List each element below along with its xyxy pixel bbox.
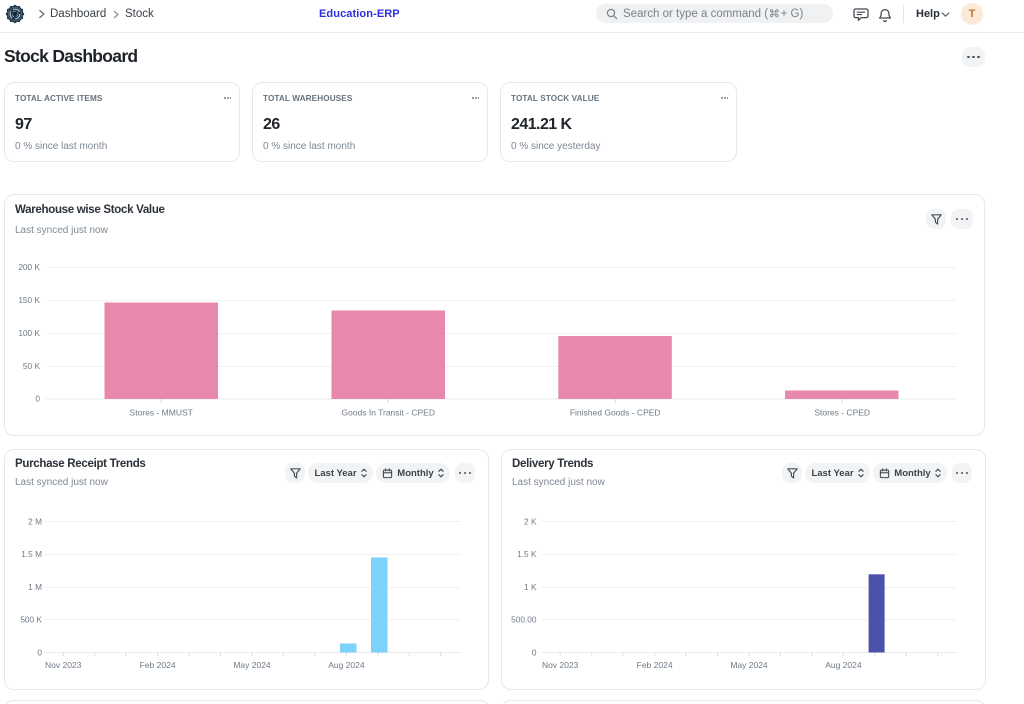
svg-text:Aug 2024: Aug 2024 [328, 660, 365, 670]
svg-text:100 K: 100 K [18, 328, 40, 338]
svg-text:Nov 2023: Nov 2023 [45, 660, 82, 670]
svg-text:1.5 K: 1.5 K [517, 549, 537, 559]
svg-text:200 K: 200 K [18, 262, 40, 272]
svg-text:Goods In Transit - CPED: Goods In Transit - CPED [341, 408, 435, 418]
svg-text:May 2024: May 2024 [233, 660, 271, 670]
svg-text:500.00: 500.00 [511, 615, 537, 625]
svg-text:0: 0 [35, 394, 40, 404]
svg-text:500 K: 500 K [20, 615, 42, 625]
svg-text:Feb 2024: Feb 2024 [140, 660, 176, 670]
svg-text:0: 0 [532, 647, 537, 657]
svg-text:1 M: 1 M [28, 582, 42, 592]
svg-text:Nov 2023: Nov 2023 [542, 660, 579, 670]
svg-text:Finished Goods - CPED: Finished Goods - CPED [570, 408, 661, 418]
svg-text:2 K: 2 K [524, 516, 537, 526]
svg-text:1.5 M: 1.5 M [21, 549, 42, 559]
svg-text:1 K: 1 K [524, 582, 537, 592]
svg-text:Aug 2024: Aug 2024 [825, 660, 862, 670]
svg-text:May 2024: May 2024 [730, 660, 768, 670]
svg-text:50 K: 50 K [23, 361, 41, 371]
svg-text:150 K: 150 K [18, 295, 40, 305]
svg-text:Feb 2024: Feb 2024 [637, 660, 673, 670]
svg-text:0: 0 [37, 647, 42, 657]
svg-text:Stores - MMUST: Stores - MMUST [130, 408, 193, 418]
svg-text:2 M: 2 M [28, 516, 42, 526]
svg-text:Stores - CPED: Stores - CPED [814, 408, 870, 418]
